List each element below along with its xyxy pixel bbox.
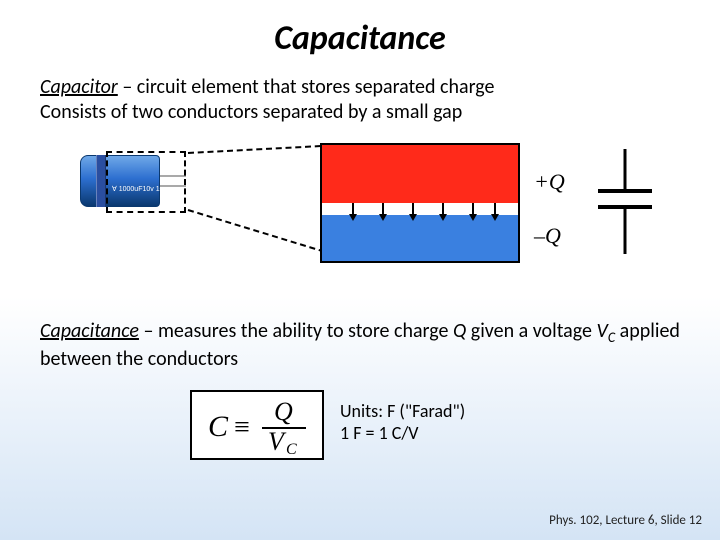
svg-text:C: C — [208, 410, 229, 443]
svg-text:≡: ≡ — [234, 412, 250, 443]
capacitance-term: Capacitance — [40, 319, 139, 343]
capacitor-term: Capacitor — [40, 75, 118, 99]
formula-svg: C ≡ Q V C — [202, 398, 312, 456]
bottom-plate — [322, 215, 518, 261]
svg-text:V: V — [268, 427, 287, 456]
capacitor-stripe — [96, 155, 106, 207]
parallel-plates — [320, 143, 520, 263]
units-line1: Units: F ("Farad") — [340, 400, 465, 423]
formula-row: C ≡ Q V C Units: F ("Farad") 1 F = 1 C/V — [40, 382, 680, 472]
capacitor-schematic-icon — [590, 149, 660, 259]
capacitor-def: – circuit element that stores separated … — [118, 75, 495, 99]
def-part1: – measures the ability to store charge — [139, 319, 453, 343]
footer-text: Phys. 102, Lecture 6, Slide 12 — [549, 513, 702, 528]
diagram-row: ∀ 1000uF10v 101 +Q –Q — [40, 143, 680, 303]
units-block: Units: F ("Farad") 1 F = 1 C/V — [340, 400, 465, 445]
def-V: V — [596, 319, 607, 343]
intro-line2: Consists of two conductors separated by … — [40, 100, 462, 124]
capacitance-paragraph: Capacitance – measures the ability to st… — [40, 319, 680, 372]
svg-text:Q: Q — [274, 398, 293, 426]
top-plate — [322, 145, 518, 203]
intro-paragraph: Capacitor – circuit element that stores … — [40, 75, 680, 125]
svg-text:C: C — [286, 441, 297, 456]
capacitor-photo: ∀ 1000uF10v 101 — [80, 155, 190, 225]
def-part2: given a voltage — [466, 319, 596, 343]
bottom-charge-label: –Q — [534, 223, 561, 249]
top-charge-label: +Q — [534, 169, 565, 195]
slide-title: Capacitance — [0, 0, 720, 59]
def-Q: Q — [453, 319, 466, 343]
formula-box: C ≡ Q V C — [190, 390, 324, 460]
units-line2: 1 F = 1 C/V — [340, 422, 465, 445]
dashed-callout-box — [106, 151, 186, 213]
